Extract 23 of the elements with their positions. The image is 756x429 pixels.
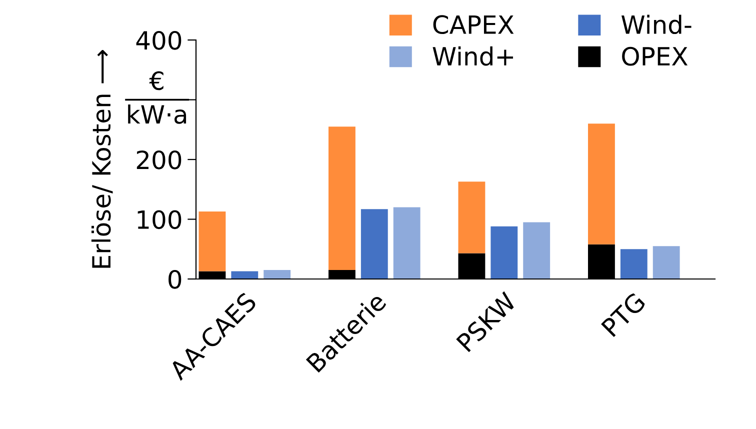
legend-label: Wind+ [432,46,514,66]
bar [231,271,258,279]
bar [393,207,420,279]
bar [198,211,226,272]
y-tick-label: 200 [136,150,182,170]
bar [328,126,356,270]
legend-label: CAPEX [433,15,514,34]
bar [523,222,550,279]
bar [490,226,518,279]
y-tick-label: 0 [168,270,182,289]
text: kW·a [128,104,186,124]
legend-label: OPEX [622,46,688,66]
y-tick-label: 400 [136,30,182,50]
bar [360,209,388,279]
legend-label: Wind- [621,14,692,34]
bar [620,249,648,279]
bar [458,182,486,254]
text: € [149,71,164,90]
bar [264,270,291,279]
bar [652,246,680,279]
y-tick-label: 100 [138,210,182,230]
y-axis-title: Erlöse/ Kosten ⟶ [91,50,113,268]
bar [588,124,615,244]
